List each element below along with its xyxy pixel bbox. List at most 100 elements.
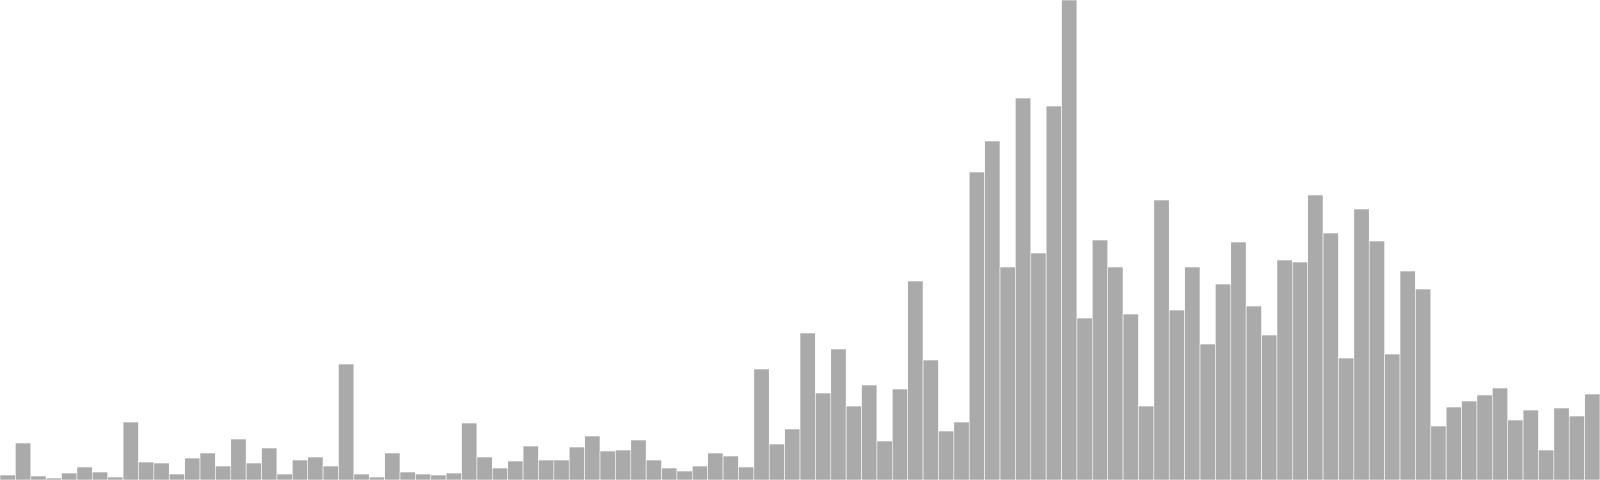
bar-48 [738,466,755,480]
bar-47 [722,455,739,480]
bar-23 [353,473,370,480]
bar-88 [1353,208,1370,480]
bar-19 [292,459,308,480]
bar-12 [184,457,201,480]
bar-6 [92,471,108,480]
bar-50 [768,443,785,480]
bar-13 [199,452,216,480]
bar-72 [1107,266,1124,480]
bar-57 [876,440,893,480]
bar-44 [676,470,693,480]
bar-17 [261,447,278,480]
bar-18 [276,473,293,480]
bar-65 [999,266,1016,480]
bar-22 [338,363,355,480]
bar-56 [861,384,878,480]
bar-58 [892,388,908,480]
bar-73 [1122,313,1139,480]
bar-1 [15,442,32,480]
bar-102 [1568,415,1585,480]
bar-63 [968,171,985,480]
bar-95 [1461,400,1478,480]
bar-60 [922,359,939,480]
bar-62 [953,421,970,480]
bar-35 [538,459,555,480]
bar-42 [645,459,662,480]
bar-77 [1184,266,1201,480]
bar-78 [1199,343,1216,480]
bar-67 [1030,252,1047,480]
bar-29 [445,472,462,480]
bar-45 [692,465,708,480]
bar-28 [430,474,447,480]
bar-93 [1430,425,1447,480]
bar-5 [76,466,93,480]
bar-66 [1015,97,1032,480]
bar-25 [384,452,401,480]
bar-36 [553,459,570,480]
bar-46 [707,452,724,480]
bar-43 [661,467,678,480]
bar-96 [1476,394,1493,480]
bar-64 [984,140,1001,480]
bar-71 [1092,239,1108,480]
bar-38 [584,435,601,480]
bar-52 [799,332,816,480]
bar-32 [492,467,508,480]
bar-74 [1138,405,1155,480]
bar-11 [168,473,185,480]
bar-91 [1399,270,1416,480]
bar-94 [1445,406,1462,480]
bar-81 [1245,305,1262,480]
bar-9 [138,461,155,480]
bar-82 [1261,334,1278,480]
bar-27 [415,473,432,480]
bar-90 [1384,353,1401,480]
bar-85 [1307,194,1324,480]
bar-33 [507,460,524,480]
bar-8 [122,421,139,480]
bar-75 [1153,199,1170,480]
bar-101 [1553,407,1570,480]
bar-30 [461,422,478,480]
bar-79 [1215,283,1232,480]
bar-2 [30,475,47,480]
bar-80 [1230,241,1247,480]
bar-99 [1522,409,1539,480]
bar-86 [1322,232,1339,480]
bar-4 [61,472,78,480]
bar-89 [1368,240,1385,480]
bar-14 [215,465,232,480]
bar-49 [753,368,770,480]
bar-54 [830,348,847,480]
bar-39 [599,450,616,480]
bar-84 [1292,261,1308,480]
bar-59 [907,280,924,480]
bar-55 [845,405,862,480]
bar-26 [399,471,416,480]
bar-15 [230,438,247,480]
bar-31 [476,456,493,480]
bar-61 [938,430,955,480]
bar-69 [1061,0,1078,480]
bar-34 [522,445,539,480]
bar-37 [568,446,585,480]
bar-0 [0,474,16,480]
bar-53 [815,392,832,480]
bar-97 [1492,387,1508,480]
bar-76 [1168,309,1185,480]
bar-10 [153,462,170,480]
bar-68 [1045,105,1062,480]
bar-87 [1338,357,1355,480]
bar-92 [1415,288,1432,480]
bar-51 [784,428,801,480]
bar-16 [245,462,262,480]
bar-41 [630,439,647,480]
bar-100 [1538,449,1555,480]
bar-103 [1584,393,1600,480]
bar-20 [307,456,324,480]
bar-21 [322,465,339,480]
bar-70 [1076,317,1093,480]
